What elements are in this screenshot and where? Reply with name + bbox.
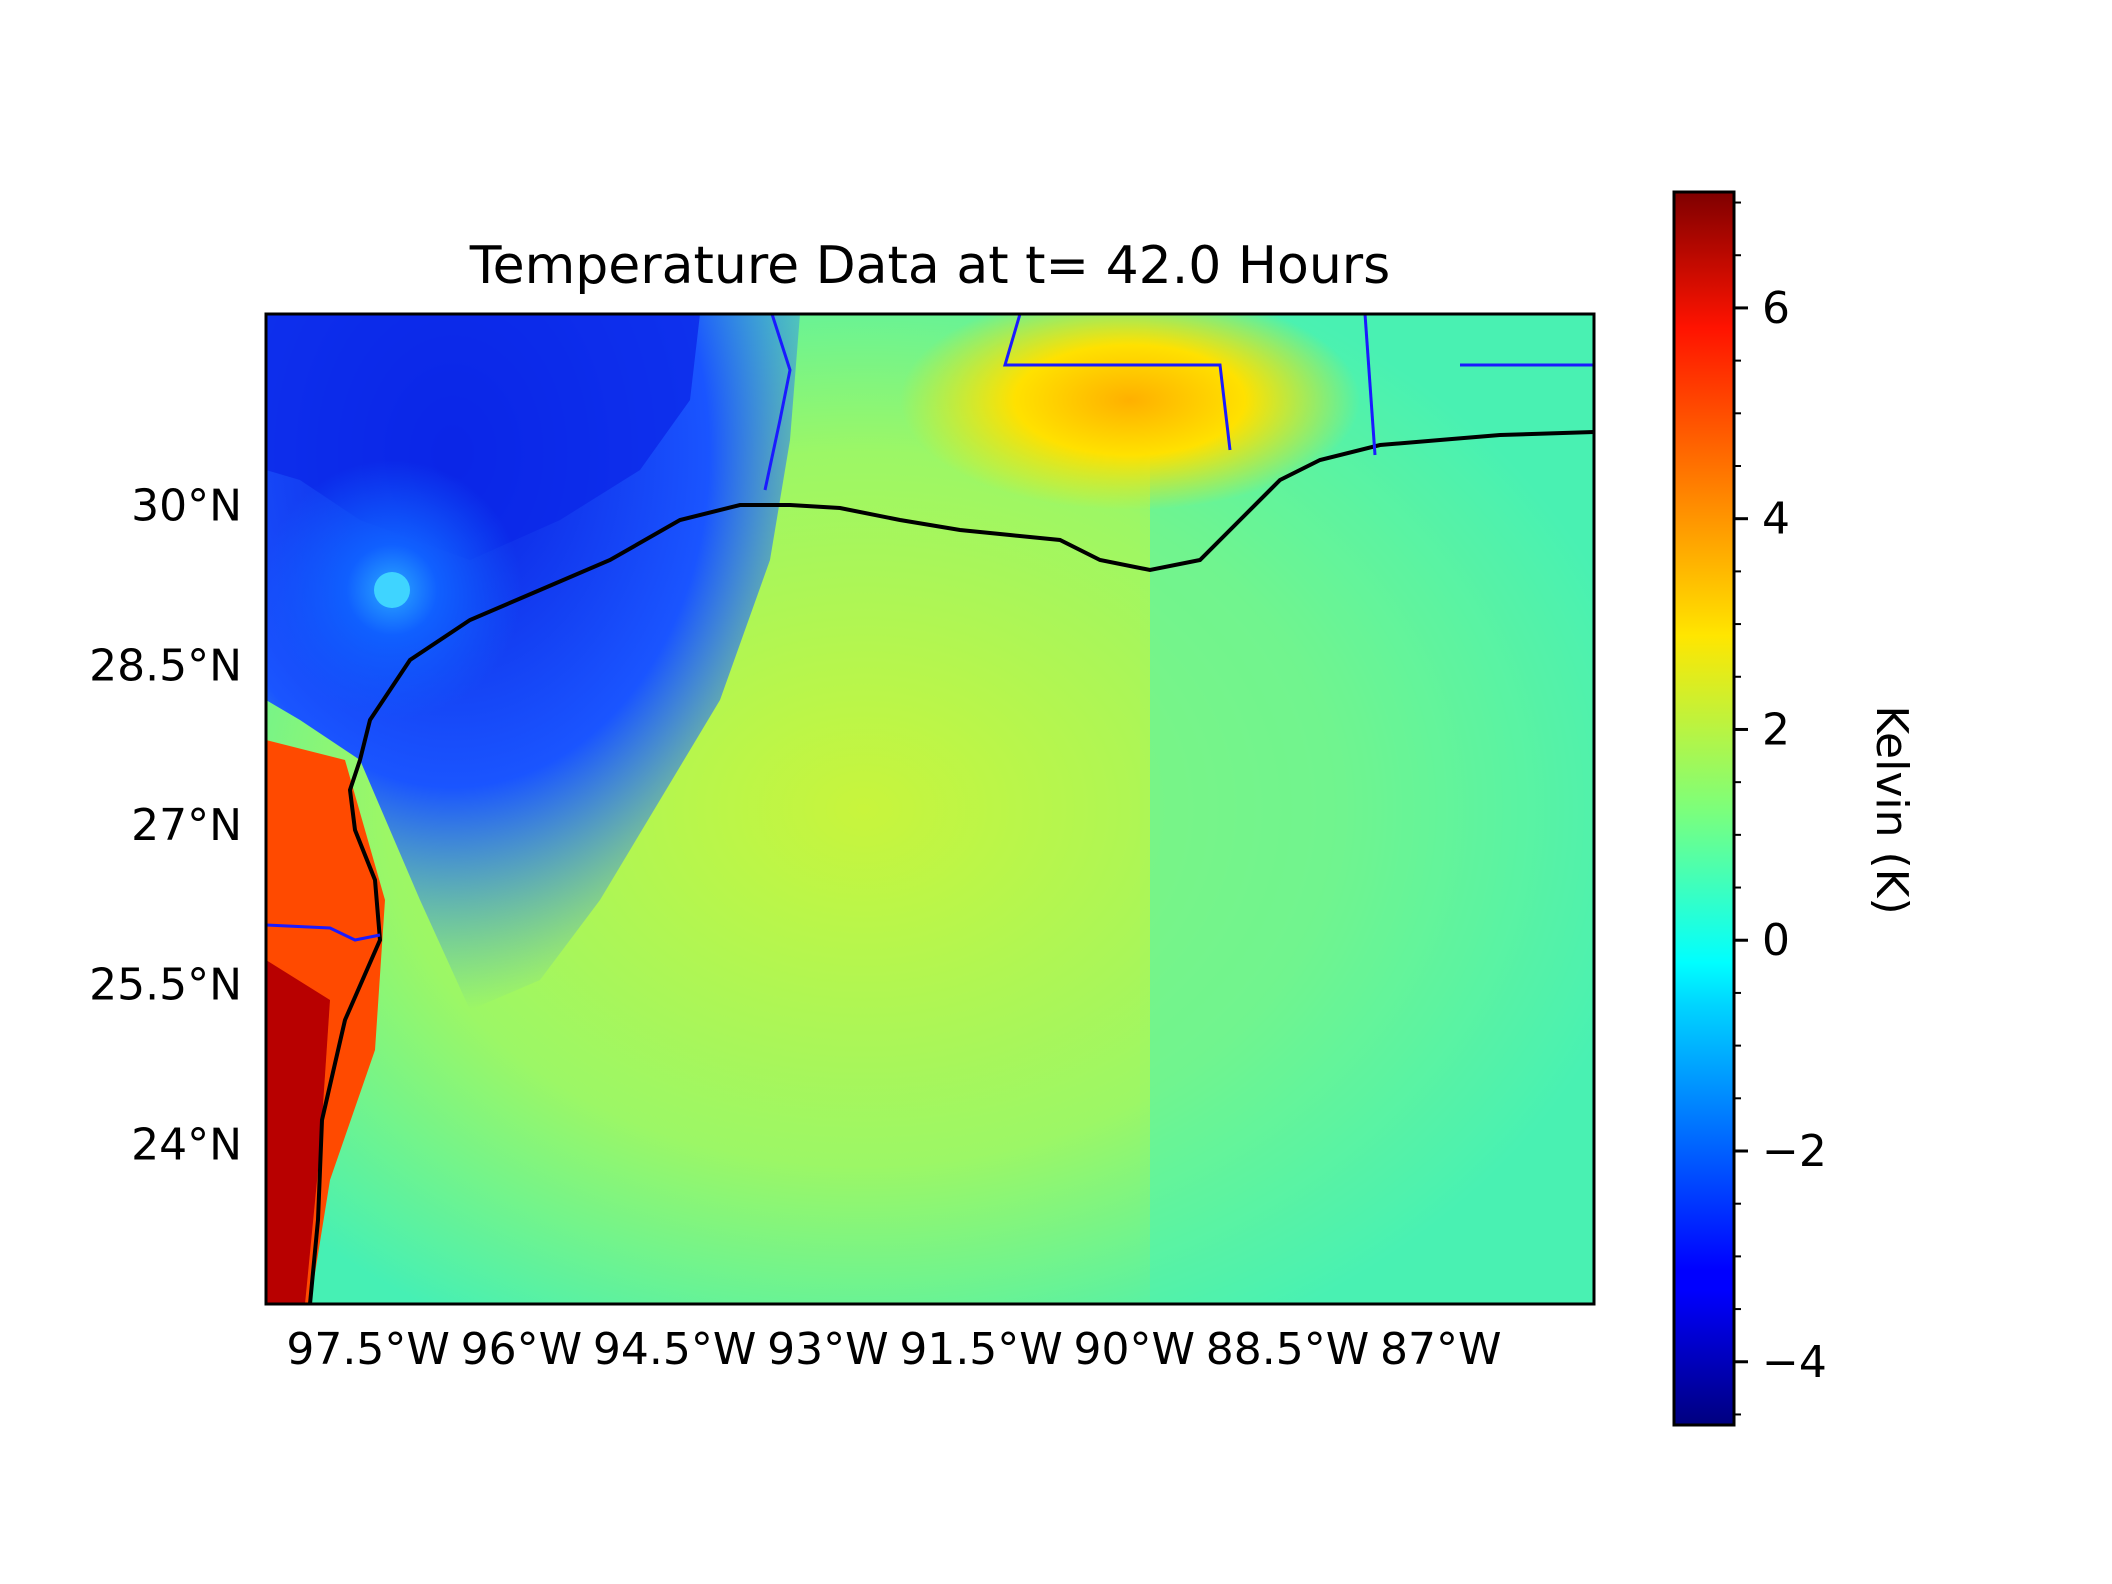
colorbar-tick-label: 2 [1762, 704, 1790, 755]
border-us-mexico [266, 923, 381, 942]
colorbar-tick-label: 6 [1762, 283, 1790, 334]
y-tick-labels: 30°N 28.5°N 27°N 25.5°N 24°N [89, 481, 242, 1171]
map-panel [266, 314, 1594, 1304]
hot-core-mexico [266, 960, 330, 1304]
colorbar-label: Kelvin (K) [1866, 705, 1917, 914]
colorbar-tick-label: 0 [1762, 915, 1790, 966]
x-tick-label: 91.5°W [899, 1324, 1062, 1375]
x-tick-label: 96°W [461, 1324, 583, 1375]
y-tick-label: 25.5°N [89, 960, 242, 1011]
x-tick-labels: 97.5°W 96°W 94.5°W 93°W 91.5°W 90°W 88.5°W 87°W [286, 1324, 1501, 1375]
colorbar-tick-label: −2 [1762, 1126, 1827, 1177]
x-tick-label: 90°W [1074, 1324, 1196, 1375]
chart-title: Temperature Data at t= 42.0 Hours [469, 236, 1391, 296]
colorbar-tick-label: −4 [1762, 1337, 1827, 1388]
colorbar-tick-label: 4 [1762, 494, 1790, 545]
storm-eye [374, 572, 410, 608]
y-tick-label: 28.5°N [89, 640, 242, 691]
colorbar-ticks: 6 4 2 0 −2 −4 [1734, 201, 1827, 1416]
x-tick-label: 87°W [1380, 1324, 1502, 1375]
coastline [308, 430, 1594, 1304]
state-border-ms-al [1363, 314, 1377, 456]
x-tick-label: 93°W [767, 1324, 889, 1375]
x-tick-label: 94.5°W [593, 1324, 756, 1375]
state-border-la-ms [1002, 314, 1232, 451]
map-frame [264, 312, 1596, 1306]
x-tick-label: 88.5°W [1206, 1324, 1369, 1375]
state-border-tx-la [763, 314, 792, 491]
colorbar: 6 4 2 0 −2 −4 Kelvin (K) [1672, 190, 1917, 1427]
y-tick-label: 27°N [131, 800, 242, 851]
y-tick-label: 24°N [131, 1119, 242, 1170]
x-tick-label: 97.5°W [286, 1324, 449, 1375]
warm-air-louisiana [900, 314, 1360, 510]
y-tick-label: 30°N [131, 481, 242, 532]
colorbar-gradient [1672, 190, 1736, 1427]
